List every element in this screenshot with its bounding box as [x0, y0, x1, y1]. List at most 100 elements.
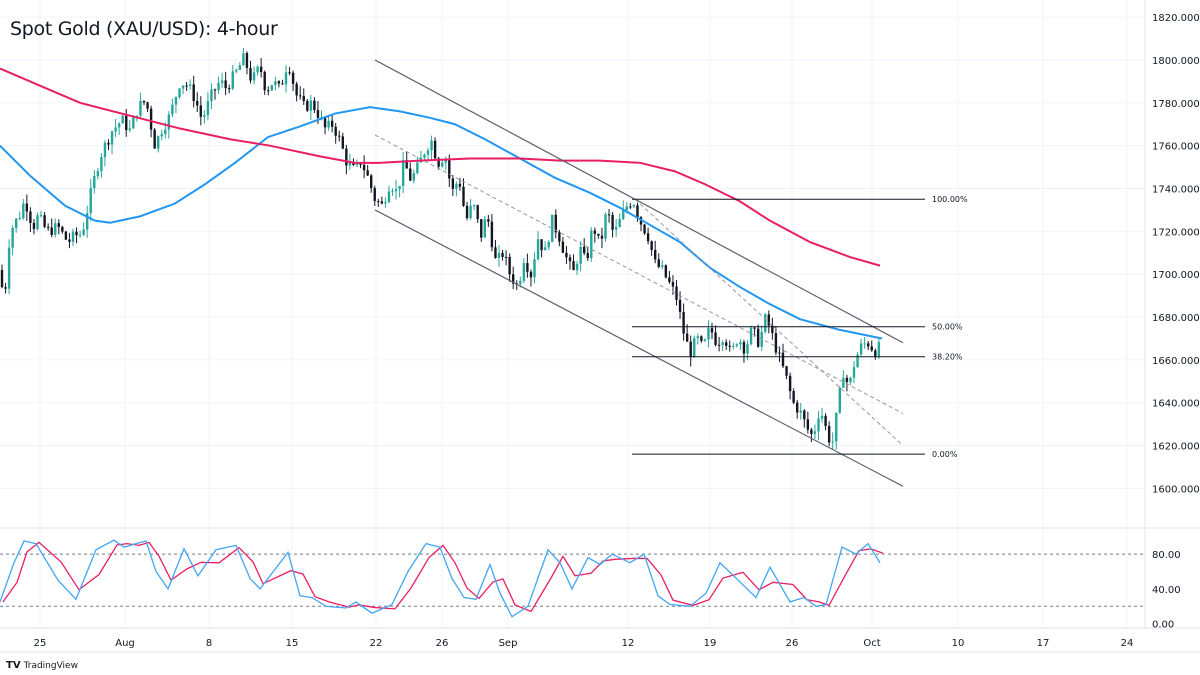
candle-body [146, 102, 149, 109]
candle-body [259, 66, 263, 72]
candle-body [611, 214, 614, 230]
candle-body [465, 205, 469, 219]
fib-level-label: 100.00% [932, 195, 968, 204]
candle-body [604, 214, 607, 239]
candle-body [22, 203, 25, 219]
candle-body [29, 211, 32, 223]
candle-body [547, 241, 550, 248]
candle-body [377, 200, 380, 202]
candle-body [543, 247, 547, 251]
x-tick-label: 26 [786, 638, 799, 649]
candle-body [149, 108, 153, 130]
brand-label: TradingView [23, 660, 78, 671]
candle-body [817, 418, 820, 432]
y-tick-label: 1640.000 [1152, 399, 1200, 410]
candle-body [0, 269, 4, 288]
candle-body [671, 282, 675, 287]
candle-body [274, 81, 277, 86]
fib-level-label: 0.00% [932, 450, 958, 459]
candle-body [451, 178, 455, 189]
candle-body [536, 239, 540, 260]
stochastic-plot [0, 539, 1145, 618]
candle-body [632, 205, 636, 207]
candle-body [423, 154, 426, 158]
candle-body [852, 367, 856, 378]
candle-body [767, 314, 770, 326]
x-tick-label: Sep [499, 638, 518, 649]
candle-body [618, 219, 621, 228]
candle-body [323, 117, 327, 128]
y-tick-label: 1760.000 [1152, 142, 1200, 153]
candle-body [455, 183, 458, 189]
candle-body [668, 277, 671, 283]
candle-body [132, 116, 135, 129]
candle-body [39, 215, 43, 217]
candle-body [210, 89, 213, 102]
x-tick-label: 10 [952, 638, 965, 649]
y-tick-label: 1740.000 [1152, 185, 1200, 196]
candle-body [32, 222, 36, 230]
x-tick-label: 25 [34, 638, 47, 649]
candle-body [512, 274, 515, 284]
candle-body [678, 299, 682, 312]
candle-body [810, 429, 813, 434]
fib-level-label: 38.20% [932, 353, 963, 362]
candle-body [838, 387, 841, 413]
candle-body [682, 311, 685, 334]
candle-body [867, 343, 870, 347]
candle-body [526, 263, 529, 272]
candle-body [121, 115, 124, 124]
candle-body [859, 343, 863, 355]
candle-body [384, 202, 387, 204]
candle-body [206, 101, 210, 116]
osc-tick-label: 80.00 [1152, 550, 1181, 561]
candle-body [355, 162, 359, 166]
candle-body [107, 142, 110, 145]
candle-body [664, 265, 668, 278]
x-tick-label: 19 [704, 638, 717, 649]
candle-body [480, 219, 483, 238]
candle-body [756, 328, 760, 347]
y-tick-label: 1820.000 [1152, 13, 1200, 24]
candle-body [774, 333, 778, 353]
candle-body [277, 81, 281, 84]
candle-body [373, 188, 376, 201]
candle-body [685, 333, 689, 342]
candle-body [522, 263, 526, 281]
candle-body [171, 104, 174, 115]
x-tick-label: 24 [1121, 638, 1134, 649]
candle-body [796, 402, 799, 413]
candle-body [554, 214, 557, 233]
candle-body [362, 164, 366, 171]
x-tick-label: 26 [436, 638, 449, 649]
y-tick-label: 1780.000 [1152, 99, 1200, 110]
candle-body [252, 72, 256, 81]
candle-body [401, 160, 405, 186]
candle-body [93, 176, 96, 189]
candle-body [167, 114, 171, 130]
moving-average-line [0, 67, 881, 267]
grid-lines [0, 0, 1145, 628]
projection-line [634, 198, 904, 446]
candle-body [764, 314, 767, 332]
candle-body [835, 412, 838, 442]
candle-body [82, 229, 85, 235]
candle-body [330, 120, 334, 127]
candle-body [583, 246, 586, 253]
candle-body [125, 115, 128, 131]
candle-body [256, 66, 259, 73]
candle-body [448, 159, 451, 179]
candle-body [135, 115, 139, 117]
candle-body [870, 346, 873, 351]
candle-body [508, 257, 511, 275]
candle-body [806, 419, 810, 430]
x-tick-label: 17 [1037, 638, 1050, 649]
moving-average-line [0, 106, 883, 340]
candle-body [827, 426, 831, 443]
candle-body [568, 257, 572, 262]
candle-body [242, 53, 245, 66]
candle-body [199, 105, 202, 117]
candle-body [614, 227, 618, 230]
candle-body [334, 126, 337, 136]
candle-body [753, 327, 756, 329]
